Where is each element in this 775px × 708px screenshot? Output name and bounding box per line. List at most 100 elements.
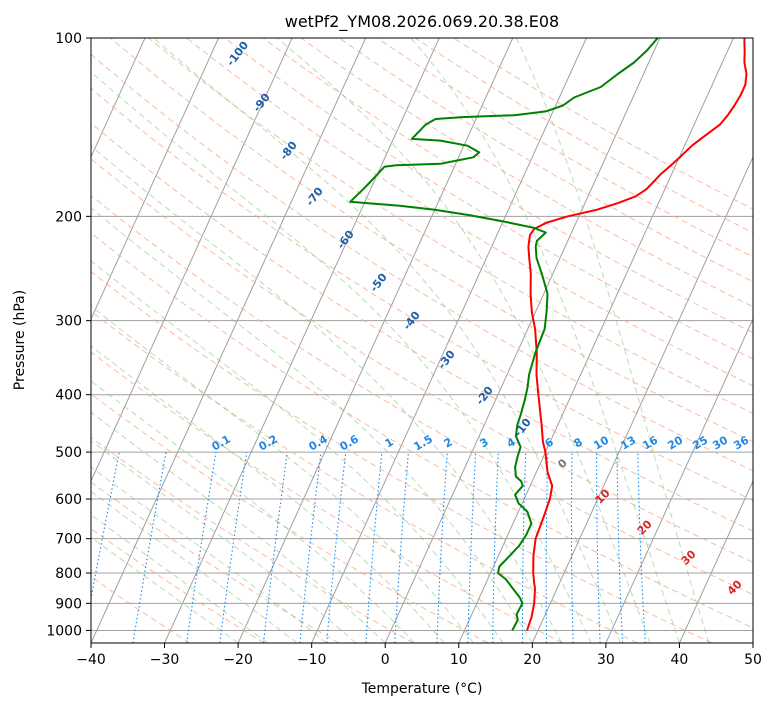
isotherm-gridline: [164, 38, 440, 643]
moist-adiabat-label: 0: [555, 456, 570, 471]
moist-adiabat-label: 40: [725, 577, 745, 597]
moist-adiabat-label: 20: [635, 517, 655, 537]
mixing-ratio-label: 10: [591, 433, 611, 452]
x-tick-label: 50: [744, 652, 762, 668]
dry-adiabat-label: -40: [400, 309, 423, 333]
dry-adiabat: [262, 38, 753, 334]
dry-adiabat: [91, 87, 753, 502]
isotherm-gridline: [605, 317, 753, 643]
y-tick-label: 400: [55, 388, 82, 404]
mixing-ratio-label: 0.6: [338, 432, 362, 453]
dry-adiabat: [91, 232, 753, 629]
x-tick-label: −10: [297, 652, 327, 668]
mixing-ratio-label: 1.5: [412, 432, 435, 453]
plot-frame: [90, 37, 754, 644]
isotherm-gridline: [678, 479, 753, 643]
dry-adiabat-label: -30: [435, 348, 458, 372]
dry-adiabat-label: -20: [473, 384, 496, 408]
moist-adiabat: [410, 38, 680, 643]
mixing-ratio-line: [186, 452, 217, 643]
y-tick-label: 600: [55, 492, 82, 508]
moist-adiabat: [91, 514, 268, 643]
mixing-ratio-line: [596, 452, 601, 643]
mixing-ratio-line: [132, 451, 167, 643]
dry-adiabat: [338, 38, 753, 283]
dry-adiabat: [300, 38, 753, 308]
isotherm-gridline: [91, 38, 146, 159]
y-tick-label: 500: [55, 445, 82, 461]
x-tick-label: 40: [671, 652, 689, 668]
y-axis-label: Pressure (hPa): [12, 290, 28, 390]
x-tick-label: −30: [150, 652, 180, 668]
x-tick-label: 10: [450, 652, 468, 668]
mixing-ratio-label: 16: [640, 433, 660, 452]
mixing-ratio-label: 3: [478, 435, 491, 450]
y-tick-label: 200: [55, 209, 82, 225]
y-tick-label: 300: [55, 314, 82, 330]
profile-series: [349, 38, 748, 631]
mixing-ratio-line: [326, 452, 347, 643]
dry-adiabat: [91, 351, 563, 643]
dry-adiabat: [91, 122, 753, 532]
moist-adiabat: [91, 71, 592, 643]
dry-adiabat: [91, 310, 638, 643]
isotherm-gridline: [91, 38, 367, 643]
dry-adiabat: [91, 194, 753, 596]
mixing-ratio-label: 36: [731, 433, 751, 452]
moist-adiabat: [276, 38, 651, 643]
mixing-ratio-label: 8: [572, 435, 585, 450]
temperature-profile: [526, 38, 748, 631]
moist-adiabat: [91, 411, 386, 643]
moist-adiabat: [91, 440, 357, 643]
isotherm-gridline: [752, 641, 753, 643]
x-tick-label: 0: [381, 652, 390, 668]
mixing-ratio-line: [91, 451, 120, 602]
mixing-ratio-line: [219, 452, 248, 643]
dewpoint-profile: [349, 38, 659, 631]
axes: −40 −30 −20 −10 0 10 20 30 40 5010020030040050060…: [46, 31, 762, 668]
x-tick-label: 30: [597, 652, 615, 668]
mixing-ratio-line: [436, 452, 448, 643]
dry-adiabat-label: -100: [224, 39, 251, 69]
dry-adiabat: [91, 158, 753, 563]
isotherm-gridline: [91, 38, 293, 483]
mixing-ratio-label: 0.4: [307, 432, 331, 453]
moist-adiabat: [91, 145, 563, 643]
moist-adiabat: [91, 207, 533, 643]
x-tick-label: −20: [223, 652, 253, 668]
dry-adiabat: [91, 270, 713, 643]
mixing-ratio-label: 2: [442, 435, 455, 450]
moist-adiabat: [515, 38, 710, 643]
dry-adiabat-label: -60: [334, 228, 357, 252]
mixing-ratio-line: [545, 452, 549, 643]
mixing-ratio-line: [299, 452, 322, 643]
dry-adiabat-label: -90: [250, 91, 273, 115]
dry-adiabat: [91, 576, 190, 643]
mixing-ratio-line: [616, 452, 624, 643]
moist-adiabat: [91, 466, 327, 643]
isotherm-gridline: [531, 155, 753, 643]
isotherm-gridline: [237, 38, 514, 643]
moist-adiabat: [91, 305, 474, 643]
y-tick-label: 800: [55, 566, 82, 582]
mixing-ratio-line: [492, 452, 499, 643]
mixing-ratio-label: 13: [618, 434, 638, 453]
mixing-ratio-label: 30: [710, 433, 730, 452]
dry-adiabat: [148, 38, 753, 415]
mixing-ratio-line: [394, 452, 410, 643]
x-tick-label: −40: [76, 652, 106, 668]
dry-adiabat: [91, 393, 489, 643]
background-lines: [91, 38, 753, 643]
moist-adiabat: [91, 536, 239, 643]
dry-adiabat-label: -50: [367, 271, 390, 295]
y-tick-label: 1000: [46, 623, 82, 639]
chart-title: wetPf2_YM08.2026.069.20.38.E08: [285, 12, 559, 32]
mixing-ratio-line: [262, 452, 288, 643]
isotherm-gridline: [384, 38, 661, 643]
dry-adiabat-label: -10: [511, 416, 534, 440]
moist-adiabat: [91, 260, 504, 643]
reference-line-labels: 0.1 0.2 0.4 0.6 1 1.5 2 3 4 6 8 10 13 16 20 25 30 36-100-…: [210, 39, 752, 598]
dry-adiabat: [110, 38, 753, 443]
moist-adiabat: [152, 38, 622, 643]
